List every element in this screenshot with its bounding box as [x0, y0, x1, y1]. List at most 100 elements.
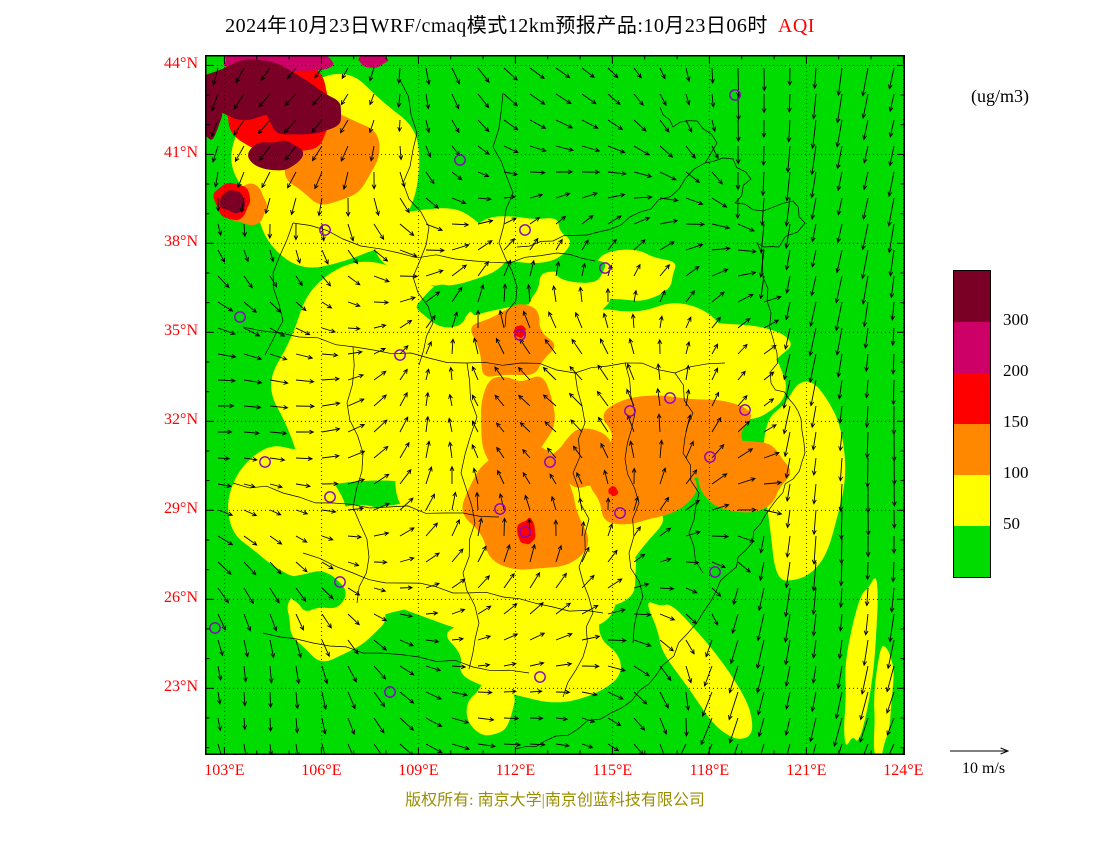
- wind-arrow: [425, 223, 444, 232]
- station-circle: [664, 392, 676, 404]
- region-aqi-50-100: [228, 446, 348, 577]
- wind-arrow: [399, 691, 415, 704]
- wind-arrow: [860, 665, 869, 696]
- wind-arrow: [311, 145, 323, 162]
- graticule-gridlines: [205, 55, 905, 755]
- wind-arrow: [572, 445, 583, 459]
- wind-arrow: [626, 363, 635, 381]
- wind-arrow: [522, 448, 531, 459]
- wind-arrow: [425, 638, 440, 644]
- wind-arrow: [555, 544, 563, 563]
- wind-arrow: [659, 119, 670, 133]
- wind-arrow: [607, 93, 621, 106]
- wind-arrow: [659, 67, 666, 80]
- wind-arrow: [685, 67, 691, 83]
- wind-arrow: [607, 578, 623, 589]
- wind-arrow: [784, 197, 791, 227]
- province-boundary: [346, 346, 370, 604]
- station-circle: [614, 507, 626, 519]
- wind-arrow: [864, 431, 870, 459]
- wind-arrow: [269, 613, 278, 632]
- wind-arrow: [811, 483, 817, 505]
- wind-arrow: [596, 390, 609, 407]
- wind-arrow: [425, 119, 431, 134]
- wind-arrow: [728, 717, 739, 744]
- wind-arrow: [474, 491, 480, 511]
- wind-arrow: [425, 248, 446, 253]
- wind-arrow: [711, 145, 719, 160]
- wind-arrow: [602, 312, 609, 329]
- wind-arrow: [425, 368, 431, 381]
- wind-arrow: [451, 93, 460, 110]
- wind-arrow: [737, 223, 755, 232]
- wind-arrow: [836, 171, 843, 192]
- wind-arrow: [890, 561, 896, 583]
- wind-arrow: [399, 613, 414, 618]
- wind-arrow: [397, 119, 402, 133]
- wind-arrow: [576, 471, 583, 485]
- wind-arrow: [763, 509, 783, 516]
- wind-arrow: [243, 301, 258, 314]
- wind-arrow: [551, 284, 557, 303]
- wind-reference-label: 10 m/s: [961, 760, 1006, 777]
- wind-arrow: [630, 313, 636, 329]
- wind-arrow: [659, 171, 677, 181]
- legend-color-segment: [954, 424, 990, 475]
- wind-arrow: [243, 613, 252, 632]
- wind-arrow: [312, 93, 323, 106]
- province-boundary: [262, 632, 530, 674]
- legend-color-segment: [954, 322, 990, 373]
- color-legend: 300 200 150 100 50: [953, 270, 1029, 578]
- wind-arrow: [811, 431, 817, 451]
- wind-arrow: [321, 401, 341, 407]
- station-circle: [494, 503, 506, 515]
- wind-arrow: [373, 394, 387, 407]
- wind-arrow: [711, 613, 719, 626]
- region-aqi-50-100: [466, 683, 515, 736]
- wind-arrow: [502, 283, 508, 303]
- wind-arrow: [347, 223, 355, 242]
- wind-arrow: [451, 311, 459, 329]
- wind-arrow: [451, 264, 468, 277]
- wind-arrow: [373, 223, 385, 241]
- wind-arrow: [685, 243, 704, 251]
- wind-arrow: [787, 93, 792, 114]
- wind-arrow: [811, 535, 817, 566]
- wind-arrow: [735, 197, 741, 220]
- wind-arrow: [555, 260, 561, 277]
- map-boundaries: [232, 79, 806, 750]
- wind-arrow: [758, 561, 765, 582]
- wind-arrow: [549, 473, 557, 485]
- wind-arrow: [607, 608, 626, 615]
- wind-arrow: [838, 431, 843, 452]
- region-aqi-50-100: [477, 216, 571, 264]
- wind-arrow: [295, 249, 302, 264]
- wind-arrow: [347, 373, 365, 381]
- wind-arrow: [735, 119, 741, 143]
- wind-arrow: [269, 379, 289, 385]
- wind-arrow: [659, 639, 674, 652]
- region-aqi-100-150: [471, 304, 555, 377]
- wind-arrow: [581, 192, 599, 199]
- wind-arrow: [477, 717, 495, 722]
- wind-arrow: [633, 717, 646, 731]
- wind-arrow: [890, 327, 896, 347]
- wind-arrow: [886, 639, 895, 670]
- wind-arrow: [735, 145, 741, 165]
- wind-arrow: [656, 362, 661, 381]
- wind-arrow: [861, 197, 869, 221]
- wind-arrow: [342, 171, 349, 191]
- wind-arrow: [399, 319, 413, 329]
- wind-arrow: [891, 509, 897, 530]
- wind-arrow: [810, 197, 817, 221]
- wind-arrow: [269, 483, 284, 489]
- wind-arrow: [838, 483, 844, 513]
- wind-arrow: [529, 216, 541, 225]
- wind-arrow: [217, 665, 223, 681]
- wind-arrow: [711, 503, 730, 511]
- wind-arrow: [581, 93, 597, 105]
- wind-arrow: [659, 145, 674, 158]
- wind-arrow: [809, 379, 817, 407]
- region-green-gaps: [283, 571, 346, 611]
- wind-arrow: [633, 216, 651, 225]
